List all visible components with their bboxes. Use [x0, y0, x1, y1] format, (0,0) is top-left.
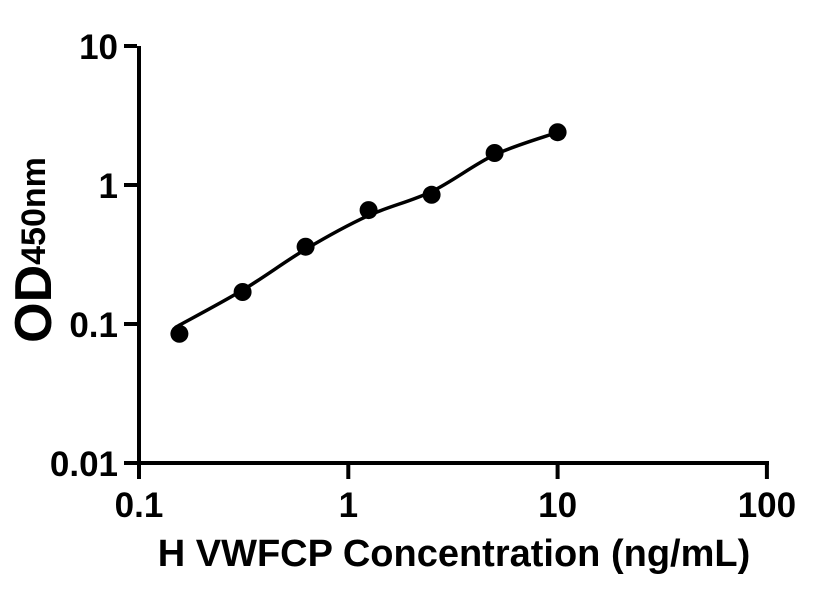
x-axis-title: H VWFCP Concentration (ng/mL)	[157, 533, 751, 575]
x-tick-labels: 0.1 1 10 100	[115, 486, 796, 525]
data-point	[170, 324, 189, 343]
data-point	[485, 144, 504, 162]
data-point	[296, 237, 315, 256]
x-tick-label: 10	[538, 486, 577, 525]
y-axis-title-subscript: 450nm	[14, 157, 53, 265]
data-points	[170, 123, 567, 343]
data-point	[359, 201, 378, 220]
y-tick-label: 0.1	[69, 306, 118, 345]
data-point	[548, 123, 567, 142]
x-tick-marks	[137, 465, 769, 479]
y-tick-label: 10	[79, 28, 118, 67]
y-tick-labels: 10 1 0.1 0.01	[50, 28, 118, 484]
y-axis-title-main: OD	[5, 264, 63, 343]
y-tick-label: 0.01	[50, 445, 118, 484]
x-tick-label: 1	[339, 486, 358, 525]
axes	[124, 46, 769, 479]
x-tick-label: 100	[738, 486, 796, 525]
y-axis-title: OD 450nm	[0, 100, 68, 400]
fit-curve-path	[174, 131, 558, 329]
x-tick-label: 0.1	[115, 486, 164, 525]
data-point	[422, 185, 441, 204]
y-tick-marks	[124, 44, 137, 465]
y-tick-label: 1	[99, 167, 118, 206]
data-point	[233, 283, 252, 301]
